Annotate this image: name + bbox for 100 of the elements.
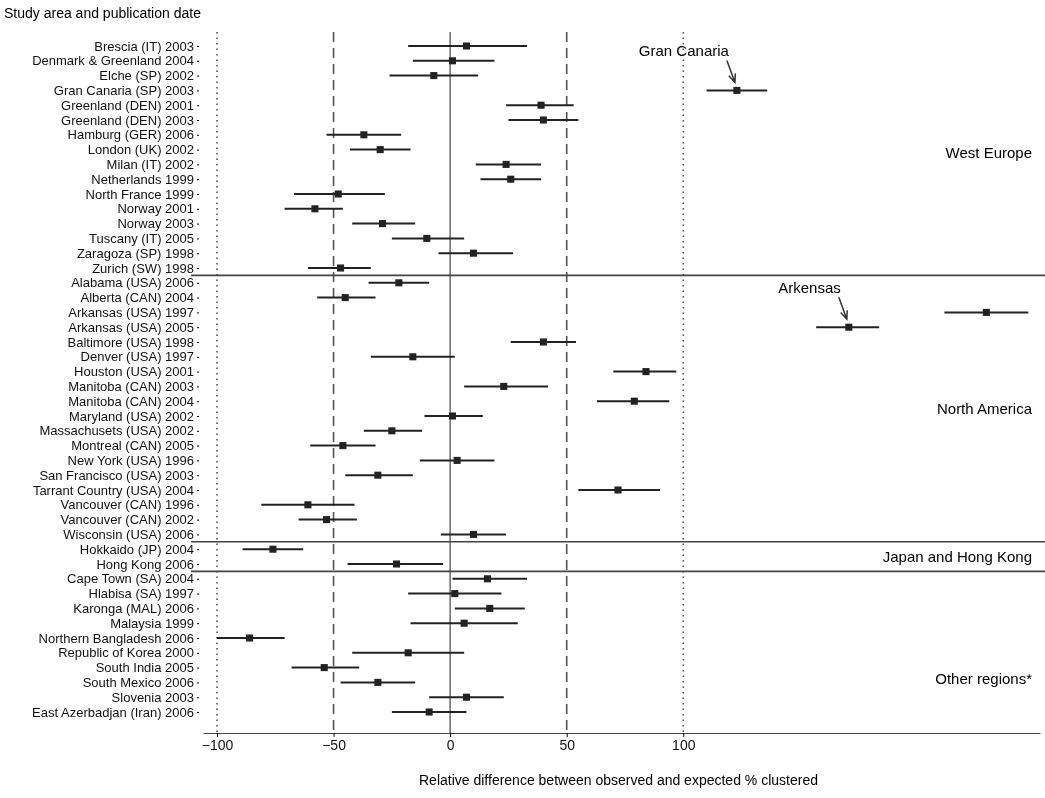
y-tick-label: South Mexico 2006	[82, 675, 194, 691]
point	[392, 560, 401, 568]
y-tick-label: Hlabisa (SA) 1997	[88, 586, 194, 602]
point	[462, 693, 470, 701]
x-axis-title: Relative difference between observed and expected % clustered	[418, 772, 818, 788]
point	[374, 471, 382, 479]
y-tick-label: South India 2005	[95, 660, 194, 676]
annotation: Japan and Hong Kong	[882, 547, 1032, 565]
point	[423, 234, 431, 242]
y-tick-label: Slovenia 2003	[111, 689, 194, 705]
point	[269, 545, 277, 553]
y-tick-label: London (UK) 2002	[87, 142, 194, 158]
y-tick-label: Vancouver (CAN) 2002	[60, 512, 194, 528]
x-tick-label: 0	[446, 736, 455, 753]
y-tick-label: Hong Kong 2006	[96, 556, 194, 572]
y-tick-label: Brescia (IT) 2003	[94, 38, 194, 54]
y-tick-label: Gran Canaria (SP) 2003	[53, 83, 194, 99]
point	[469, 530, 477, 538]
x-tick-label: −100	[201, 736, 234, 753]
y-tick-label: Norway 2003	[117, 216, 194, 232]
y-tick-label: Alabama (USA) 2006	[71, 275, 194, 291]
point	[320, 664, 328, 672]
y-tick-label: Tarrant Country (USA) 2004	[32, 482, 194, 498]
y-tick-label: New York (USA) 1996	[67, 453, 194, 469]
annotation: Gran Canaria	[638, 42, 730, 60]
y-tick-label: Wisconsin (USA) 2006	[63, 527, 194, 543]
point	[448, 57, 456, 65]
point	[483, 575, 491, 583]
y-tick-label: San Francisco (USA) 2003	[39, 467, 194, 483]
y-tick-label: Milan (IT) 2002	[106, 157, 194, 173]
point	[460, 619, 468, 627]
point	[374, 678, 382, 686]
point	[360, 131, 368, 139]
point	[448, 412, 456, 420]
y-tick-label: Republic of Korea 2000	[58, 645, 194, 661]
annotation: Other regions*	[935, 670, 1033, 688]
point	[453, 456, 461, 464]
y-tick-label: Arkansas (USA) 2005	[68, 319, 194, 335]
point	[614, 486, 622, 494]
point	[486, 604, 494, 612]
y-tick-label: Elche (SP) 2002	[99, 68, 194, 84]
y-tick-label: Netherlands 1999	[91, 171, 194, 187]
y-tick-label: Cape Town (SA) 2004	[67, 571, 194, 587]
point	[430, 72, 438, 80]
y-tick-label: Malaysia 1999	[110, 615, 194, 631]
y-tick-label: Houston (USA) 2001	[74, 364, 194, 380]
y-tick-label: Greenland (DEN) 2001	[61, 97, 194, 113]
point	[395, 279, 403, 287]
y-tick-label: Baltimore (USA) 1998	[67, 334, 194, 350]
y-tick-label: Greenland (DEN) 2003	[61, 112, 194, 128]
y-tick-label: Northern Bangladesh 2006	[38, 630, 194, 646]
point	[539, 116, 547, 124]
point	[642, 368, 650, 376]
annotation: North America	[936, 399, 1033, 417]
y-axis-title: Study area and publication date	[4, 5, 202, 21]
point	[500, 382, 508, 390]
y-tick-label: North France 1999	[85, 186, 194, 202]
y-tick-label: Denmark & Greenland 2004	[32, 53, 194, 69]
y-tick-label: Tuscany (IT) 2005	[88, 231, 194, 247]
y-tick-label: Massachusets (USA) 2002	[39, 423, 194, 439]
y-tick-label: Zurich (SW) 1998	[92, 260, 194, 276]
point	[311, 205, 319, 213]
y-tick-label: Hamburg (GER) 2006	[67, 127, 194, 143]
point	[425, 708, 433, 716]
x-tick-label: −50	[322, 736, 347, 753]
point	[409, 353, 417, 361]
point	[304, 501, 312, 509]
point	[537, 101, 545, 109]
y-tick-label: Manitoba (CAN) 2004	[68, 393, 194, 409]
y-tick-label: East Azerbadjan (Iran) 2006	[32, 704, 194, 720]
point	[246, 634, 254, 642]
annotation: Arkensas	[778, 279, 841, 297]
y-tick-label: Montreal (CAN) 2005	[71, 438, 194, 454]
y-tick-label: Vancouver (CAN) 1996	[60, 497, 194, 513]
y-tick-label: Norway 2001	[117, 201, 194, 217]
y-tick-label: Alberta (CAN) 2004	[80, 290, 194, 306]
y-tick-label: Maryland (USA) 2002	[69, 408, 194, 424]
point	[451, 590, 459, 598]
y-tick-label: Denver (USA) 1997	[80, 349, 194, 365]
point	[404, 649, 412, 657]
y-tick-label: Arkansas (USA) 1997	[68, 305, 194, 321]
point	[323, 516, 331, 524]
x-tick-label: 100	[672, 736, 696, 753]
y-tick-label: Manitoba (CAN) 2003	[68, 379, 194, 395]
point	[462, 42, 470, 50]
point	[337, 264, 345, 272]
point	[376, 146, 384, 154]
point	[378, 220, 387, 228]
point	[469, 249, 477, 257]
point	[539, 338, 547, 346]
point	[630, 397, 638, 405]
point	[341, 294, 349, 302]
point	[339, 442, 347, 450]
point	[334, 190, 342, 198]
point	[388, 427, 396, 435]
point	[982, 308, 990, 316]
point	[507, 175, 515, 183]
point	[733, 86, 741, 94]
y-tick-label: Karonga (MAL) 2006	[73, 601, 194, 617]
y-tick-label: Hokkaido (JP) 2004	[79, 541, 194, 557]
